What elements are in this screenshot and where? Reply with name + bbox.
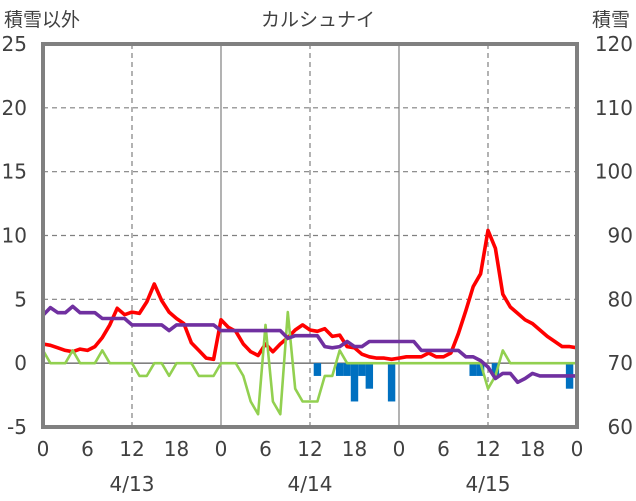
plot-frame xyxy=(41,42,579,429)
day-label: 4/14 xyxy=(288,472,333,496)
x-tick: 6 xyxy=(259,437,272,461)
x-tick: 6 xyxy=(437,437,450,461)
y-right-tick: 80 xyxy=(608,287,633,311)
day-label: 4/15 xyxy=(466,472,511,496)
x-tick: 12 xyxy=(119,437,144,461)
bar-blue xyxy=(313,363,322,376)
x-tick: 6 xyxy=(81,437,94,461)
x-tick: 0 xyxy=(37,437,50,461)
x-tick: 12 xyxy=(297,437,322,461)
x-tick: 0 xyxy=(571,437,584,461)
chart-title: カルシュナイ xyxy=(261,9,375,31)
bar-blue xyxy=(387,363,396,402)
y-right-tick: 120 xyxy=(595,32,633,56)
y-left-tick: -5 xyxy=(7,415,27,439)
y-left-tick: 10 xyxy=(2,224,27,248)
y-left-label: 積雪以外 xyxy=(4,9,80,31)
bar-blue xyxy=(343,363,351,376)
x-tick: 12 xyxy=(475,437,500,461)
bar-blue xyxy=(358,363,366,376)
x-tick: 0 xyxy=(393,437,406,461)
y-right-tick: 100 xyxy=(595,160,633,184)
bar-blue xyxy=(469,363,477,376)
y-right-tick: 90 xyxy=(608,224,633,248)
series-line-red xyxy=(41,228,579,362)
y-right-label: 積雪 xyxy=(592,9,630,31)
series-lines xyxy=(41,228,579,416)
y-left-tick: 15 xyxy=(2,160,27,184)
x-tick: 0 xyxy=(215,437,228,461)
day-label: 4/13 xyxy=(110,472,155,496)
x-tick: 18 xyxy=(164,437,189,461)
y-right-tick: 110 xyxy=(595,96,633,120)
y-left-tick: 0 xyxy=(14,351,27,375)
y-left-tick: 20 xyxy=(2,96,27,120)
x-tick: 18 xyxy=(520,437,545,461)
bar-blue xyxy=(491,363,500,376)
bar-blue xyxy=(350,363,359,402)
bar-blue xyxy=(335,363,344,376)
series-line-purple xyxy=(41,304,579,385)
series-line-green xyxy=(41,310,579,416)
bar-blue xyxy=(365,363,374,389)
y-right-tick: 60 xyxy=(608,415,633,439)
x-tick: 18 xyxy=(342,437,367,461)
bar-blue xyxy=(476,363,485,376)
y-right-tick: 70 xyxy=(608,351,633,375)
y-left-tick: 5 xyxy=(14,287,27,311)
y-left-tick: 25 xyxy=(2,32,27,56)
